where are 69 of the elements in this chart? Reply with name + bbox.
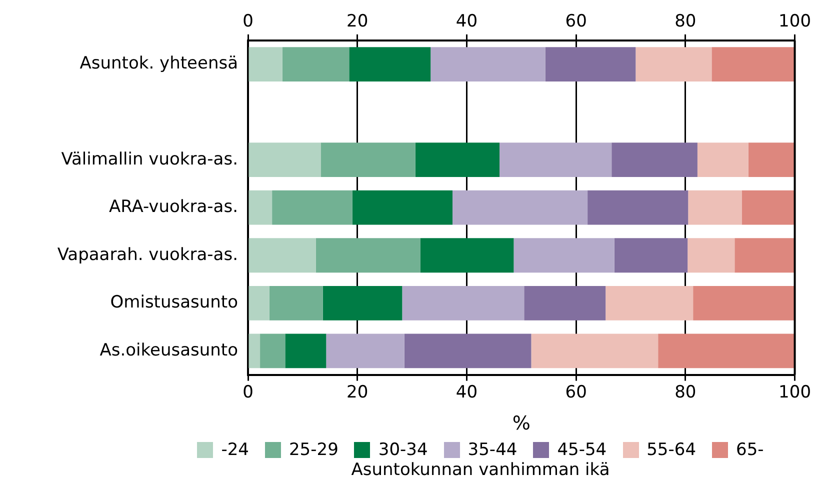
x2-tick-label: 100: [778, 12, 812, 32]
bar: [688, 238, 735, 273]
bar: [269, 286, 323, 320]
x2-tick-label: 0: [242, 12, 254, 32]
x-tick-label: 40: [456, 382, 478, 402]
x-axis-title: %: [512, 412, 530, 435]
y-tick-label: Välimallin vuokra-as.: [61, 149, 238, 170]
y-tick-label: Vapaarah. vuokra-as.: [57, 244, 238, 265]
x-tick-label: 20: [346, 382, 368, 402]
bar: [320, 142, 416, 178]
bar: [658, 334, 795, 368]
bar: [248, 142, 321, 178]
legend-label: 65-: [736, 440, 764, 460]
bar: [404, 334, 532, 368]
bar: [326, 334, 404, 368]
legend-title: Asuntokunnan vanhimman ikä: [351, 460, 610, 480]
bar: [514, 238, 614, 273]
bar: [545, 47, 636, 82]
bar: [282, 47, 350, 82]
bar: [260, 334, 286, 368]
bar: [748, 142, 795, 178]
x2-tick-label: 60: [565, 12, 587, 32]
bar: [734, 238, 795, 273]
legend-label: 45-54: [557, 440, 607, 460]
bar: [272, 190, 352, 225]
legend-label: -24: [221, 440, 249, 460]
y-tick-label: ARA-vuokra-as.: [109, 197, 238, 218]
y-tick-label: As.oikeusasunto: [100, 340, 238, 360]
bar: [402, 286, 524, 320]
x2-tick-label: 20: [346, 12, 368, 32]
legend-label: 35-44: [468, 440, 518, 460]
bar: [285, 334, 326, 368]
bar: [452, 190, 588, 225]
bar: [531, 334, 658, 368]
bar: [248, 286, 270, 320]
bar: [352, 190, 452, 225]
bar: [415, 142, 500, 178]
bar: [636, 47, 712, 82]
x-tick-label: 100: [778, 382, 812, 402]
bar: [524, 286, 606, 320]
bar: [500, 142, 612, 178]
bar: [614, 238, 688, 273]
x-tick-label: 60: [565, 382, 587, 402]
y-tick-label: Omistusasunto: [110, 292, 238, 313]
bar: [248, 238, 316, 273]
x-tick-label: 0: [242, 382, 254, 402]
bar: [697, 142, 748, 178]
bar: [712, 47, 795, 82]
bar: [322, 286, 402, 320]
bar: [606, 286, 694, 320]
bar: [430, 47, 546, 82]
x2-tick-label: 80: [674, 12, 696, 32]
bar: [248, 190, 272, 225]
bar: [349, 47, 431, 82]
x2-tick-label: 40: [456, 12, 478, 32]
bar: [693, 286, 795, 320]
bar: [316, 238, 420, 273]
bar: [588, 190, 688, 225]
bar: [688, 190, 742, 225]
bar: [420, 238, 514, 273]
bar: [248, 47, 282, 82]
x-tick-label: 80: [674, 382, 696, 402]
bar: [248, 334, 260, 368]
legend-label: 55-64: [646, 440, 696, 460]
bar: [742, 190, 795, 225]
bar: [612, 142, 698, 178]
y-tick-label: Asuntok. yhteensä: [80, 54, 238, 74]
legend-label: 30-34: [378, 440, 428, 460]
legend-label: 25-29: [288, 440, 338, 460]
